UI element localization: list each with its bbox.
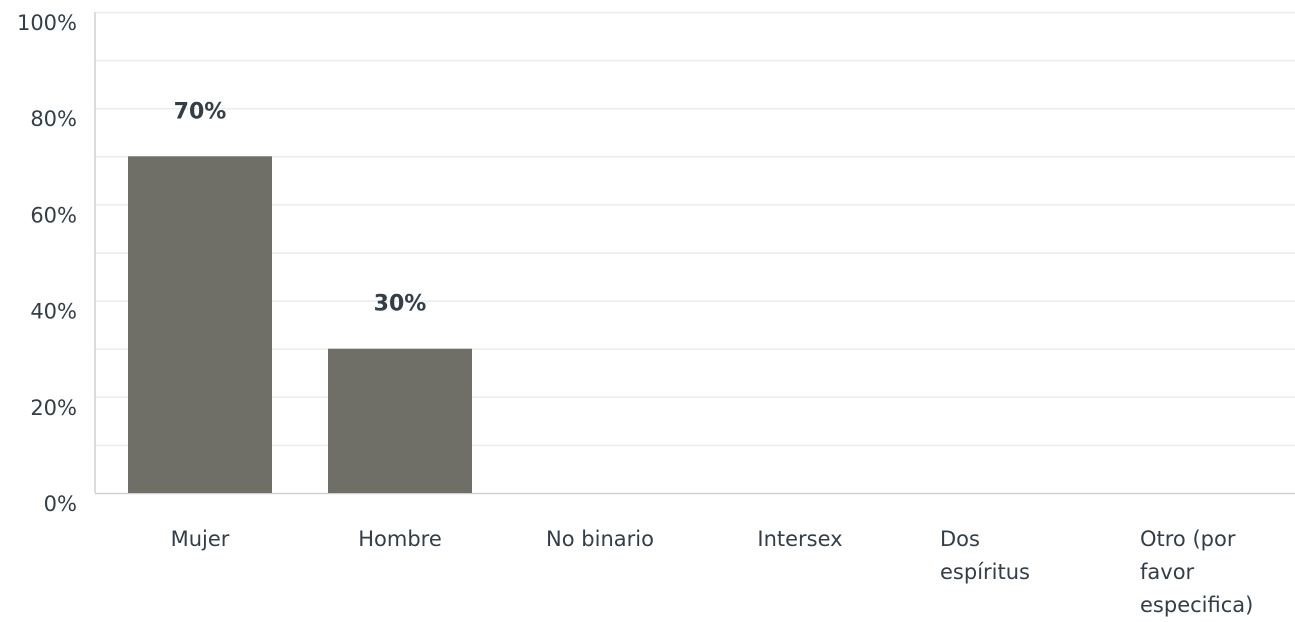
x-axis-category-labels: Mujer Hombre No binario Intersex Dos espíritu… [171, 527, 1254, 617]
x-category-label: No binario [546, 527, 654, 551]
bar [128, 156, 272, 494]
y-tick-label: 80% [30, 107, 77, 131]
y-axis-tick-labels: 0% 20% 40% 60% 80% 100% [17, 11, 77, 516]
bars [128, 156, 472, 494]
axes [94, 12, 1295, 495]
x-category-label: Mujer [171, 527, 230, 551]
y-tick-label: 100% [17, 11, 77, 35]
x-category-label: Hombre [358, 527, 442, 551]
data-label: 30% [374, 292, 427, 317]
x-category-label: Otro (por favor especifica) [1140, 527, 1253, 617]
grid-lines [95, 11, 1295, 447]
y-tick-label: 60% [30, 203, 77, 227]
y-tick-label: 40% [30, 300, 77, 324]
x-category-label: Dos espíritus [940, 527, 1030, 584]
y-tick-label: 20% [30, 396, 77, 420]
y-tick-label: 0% [44, 492, 77, 516]
data-label: 70% [174, 99, 227, 124]
data-labels: 70% 30% [174, 99, 427, 316]
bar [328, 348, 472, 493]
x-category-label: Intersex [757, 527, 842, 551]
